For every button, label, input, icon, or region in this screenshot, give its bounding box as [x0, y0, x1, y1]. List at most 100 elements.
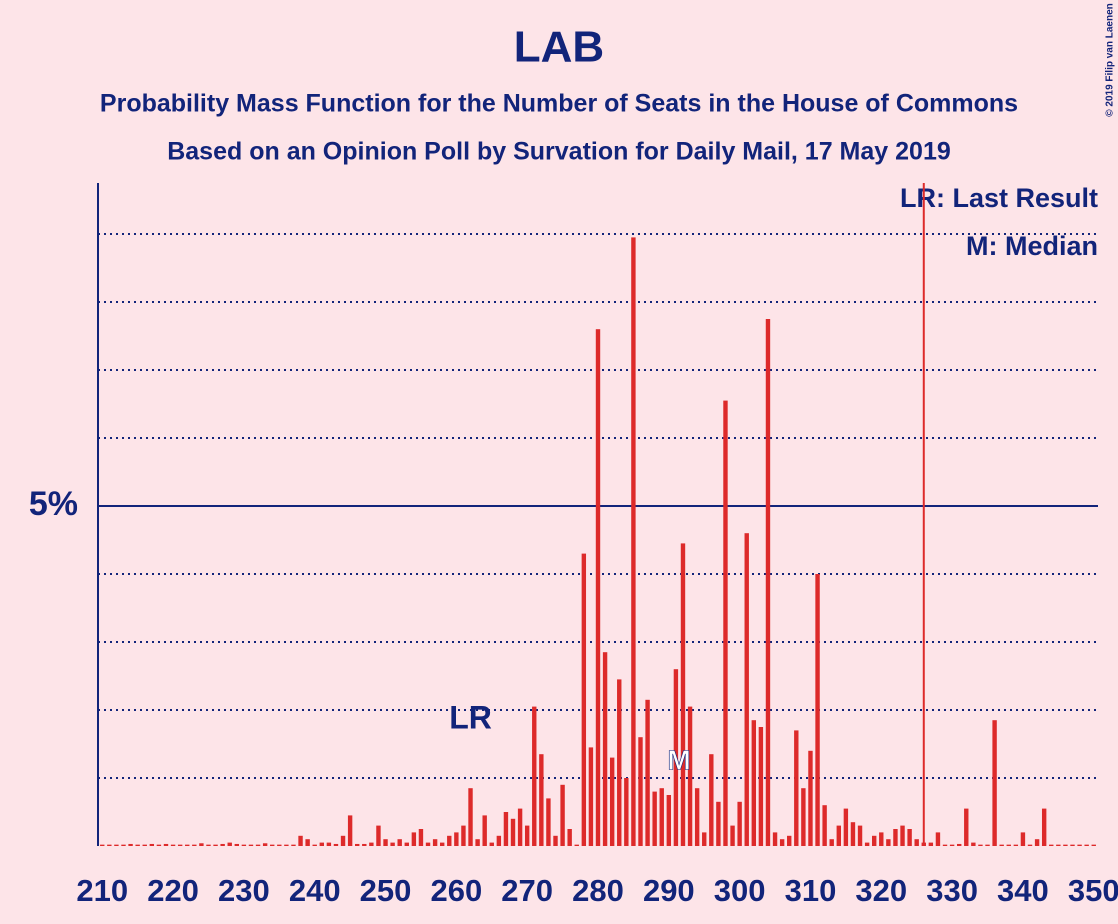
x-tick-label: 350 — [1068, 873, 1118, 908]
x-tick-label: 280 — [572, 873, 624, 908]
x-tick-label: 340 — [997, 873, 1049, 908]
bar — [1070, 844, 1075, 846]
bar — [666, 795, 672, 846]
bar — [461, 825, 466, 846]
credit: © 2019 Filip van Laenen — [1105, 3, 1116, 117]
bar — [227, 842, 232, 846]
bar — [638, 737, 643, 846]
bar — [1027, 844, 1033, 846]
bar — [524, 825, 530, 846]
bar — [794, 730, 799, 846]
x-tick-label: 260 — [430, 873, 482, 908]
bar — [241, 844, 247, 846]
bar — [532, 706, 537, 846]
bar — [758, 727, 764, 846]
bar — [305, 839, 310, 846]
bar — [149, 843, 155, 846]
bar — [942, 844, 948, 846]
x-tick-label: 310 — [785, 873, 837, 908]
bar — [319, 842, 324, 846]
bar — [652, 791, 657, 846]
bar — [475, 839, 480, 846]
bar — [107, 844, 112, 846]
bar — [815, 574, 820, 846]
bar — [333, 843, 339, 846]
x-tick-label: 320 — [855, 873, 907, 908]
bar — [588, 747, 594, 846]
bar — [1013, 844, 1019, 846]
bar — [624, 778, 629, 846]
bar — [390, 842, 395, 846]
bar — [900, 825, 905, 846]
bar — [822, 805, 827, 846]
bar — [808, 750, 813, 846]
bar — [574, 844, 579, 846]
bar — [1077, 844, 1082, 846]
legend-entry: LR: Last Result — [900, 183, 1098, 213]
bar — [872, 835, 877, 846]
bar — [914, 839, 919, 846]
bar — [213, 844, 218, 846]
bar — [284, 844, 289, 846]
bar — [971, 842, 976, 846]
y-tick-label: 5% — [29, 485, 78, 523]
bar — [128, 843, 133, 846]
bar — [893, 829, 898, 846]
bar — [1091, 844, 1096, 846]
chart-subtitle: Probability Mass Function for the Number… — [100, 90, 1018, 118]
bar — [418, 829, 424, 846]
bar — [411, 832, 417, 846]
bar — [355, 843, 360, 846]
bar — [347, 815, 353, 846]
bar — [730, 825, 735, 846]
bar — [680, 543, 686, 846]
bar — [864, 842, 870, 846]
bar — [659, 788, 664, 846]
bar — [631, 237, 636, 846]
bar — [404, 842, 409, 846]
x-tick-label: 230 — [218, 873, 270, 908]
bar — [907, 829, 912, 846]
bar — [270, 844, 275, 846]
bar — [964, 808, 969, 846]
bar — [454, 832, 459, 846]
bar — [645, 699, 650, 846]
bar — [376, 825, 381, 846]
chart-subtitle: Based on an Opinion Poll by Survation fo… — [167, 138, 951, 166]
bar — [312, 844, 317, 846]
bar — [992, 720, 997, 846]
legend-entry: M: Median — [966, 231, 1098, 261]
bar — [397, 839, 402, 846]
bar — [277, 844, 282, 846]
bar — [248, 844, 254, 846]
bar — [262, 843, 268, 846]
bar — [447, 835, 452, 846]
bar — [935, 832, 941, 846]
bar — [496, 835, 502, 846]
bar — [100, 844, 105, 846]
bar — [489, 842, 494, 846]
bar — [956, 843, 962, 846]
bar — [765, 319, 771, 846]
bar — [702, 832, 707, 846]
bar — [432, 839, 438, 846]
bar — [177, 844, 183, 846]
bar — [709, 754, 714, 846]
bar — [340, 835, 346, 846]
bar — [602, 652, 608, 846]
bar — [787, 835, 792, 846]
bar — [553, 835, 558, 846]
bar — [836, 825, 841, 846]
median-label: M — [667, 744, 690, 775]
x-tick-label: 290 — [643, 873, 695, 908]
bar — [978, 844, 983, 846]
bar — [255, 844, 261, 846]
x-tick-label: 330 — [926, 873, 978, 908]
bar — [879, 832, 884, 846]
bar — [850, 822, 856, 846]
bar — [1084, 844, 1089, 846]
x-tick-label: 250 — [360, 873, 412, 908]
bar — [1034, 839, 1040, 846]
x-tick-label: 300 — [714, 873, 766, 908]
